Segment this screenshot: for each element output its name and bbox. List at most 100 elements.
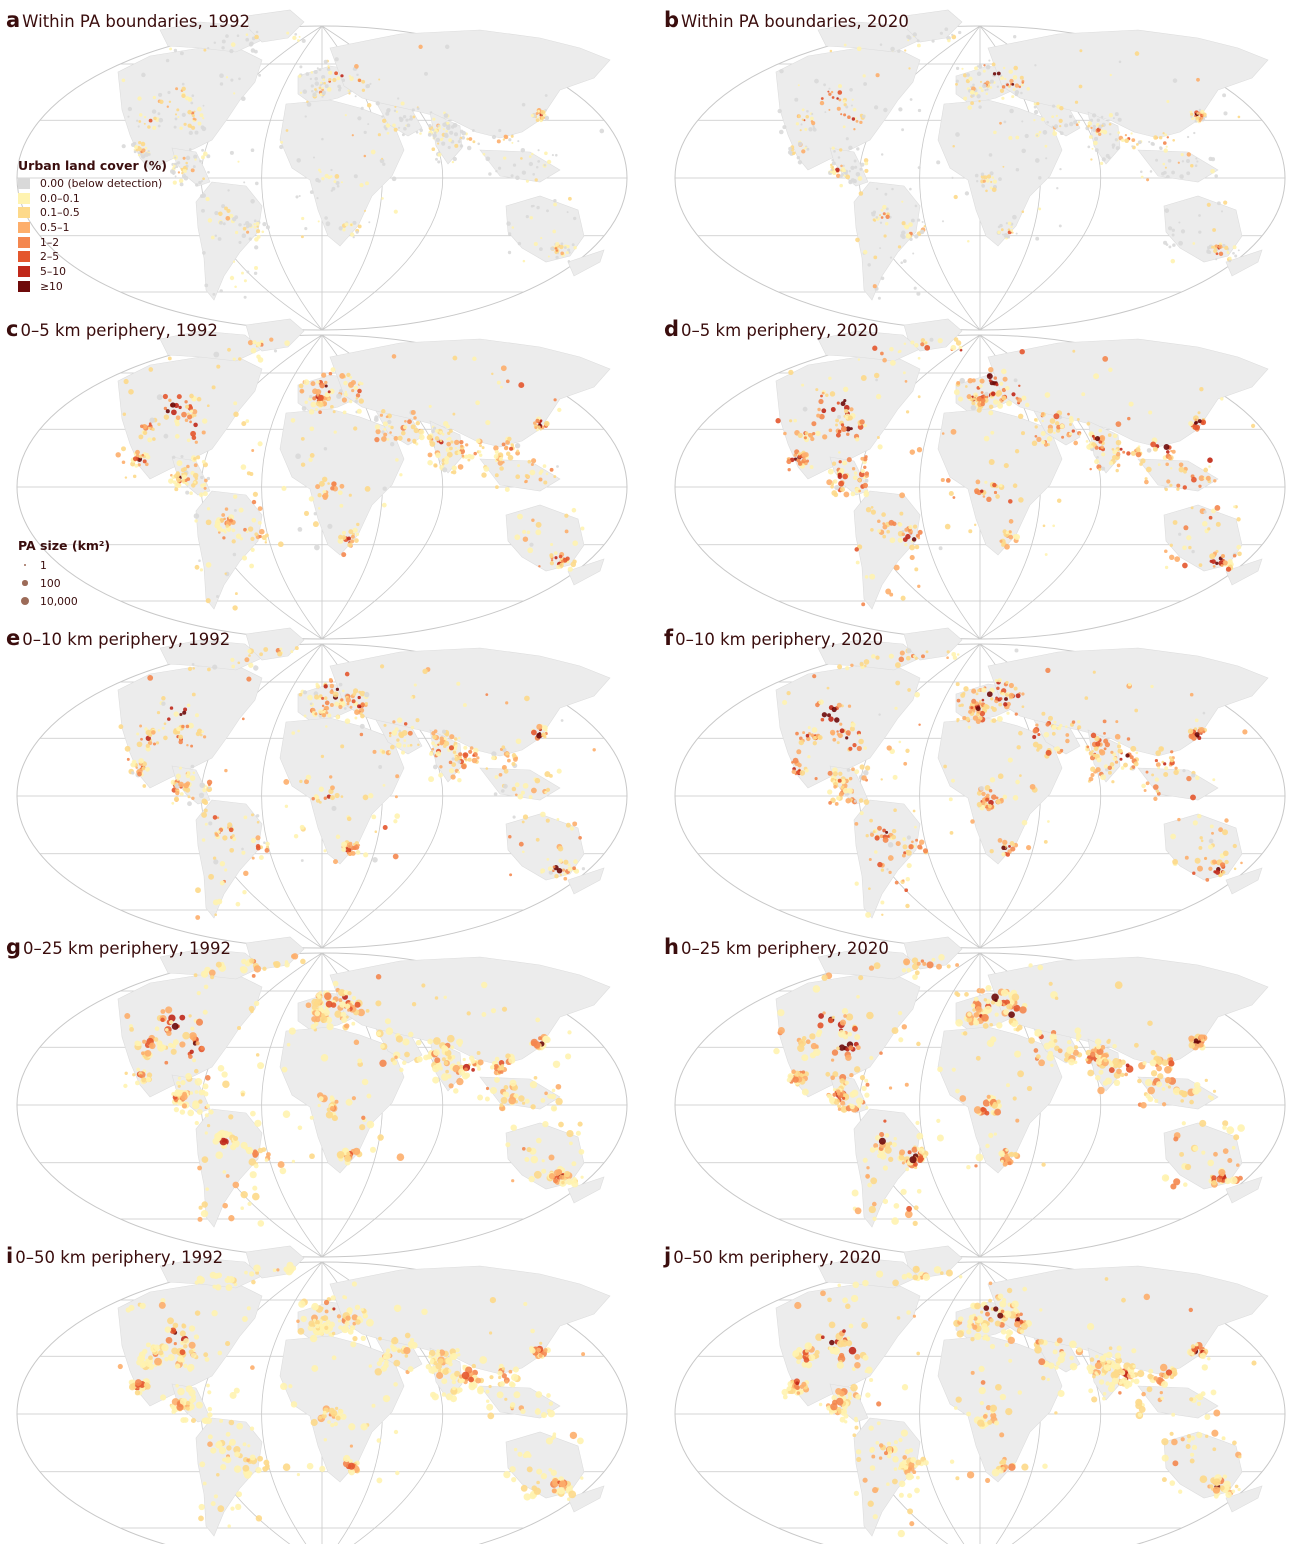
pa-point [1204, 1078, 1208, 1083]
pa-point [507, 232, 512, 236]
pa-point [451, 762, 457, 767]
pa-point [178, 483, 182, 487]
pa-point [553, 398, 557, 402]
pa-point [856, 745, 862, 752]
pa-point [788, 146, 792, 151]
pa-point [253, 219, 257, 223]
pa-point [243, 527, 247, 532]
pa-point [142, 459, 147, 464]
pa-point [853, 159, 857, 163]
pa-point [359, 732, 364, 737]
pa-point [535, 1017, 541, 1023]
pa-point [906, 850, 912, 856]
pa-point [1000, 76, 1004, 81]
pa-point [1036, 436, 1042, 442]
pa-point [197, 1165, 203, 1171]
pa-point [334, 701, 340, 707]
pa-point [185, 1072, 192, 1080]
pa-point [819, 413, 825, 420]
pa-point [972, 83, 975, 87]
pa-point [1223, 200, 1228, 205]
pa-point [801, 1070, 806, 1074]
pa-point [826, 479, 833, 486]
pa-point [387, 419, 392, 425]
pa-point [1115, 449, 1118, 452]
pa-point [232, 1181, 240, 1189]
pa-point [137, 146, 142, 152]
pa-point [416, 1056, 423, 1063]
pa-point [1161, 1087, 1166, 1091]
pa-point [1125, 1063, 1130, 1068]
pa-point [365, 84, 370, 89]
pa-point [912, 252, 915, 255]
pa-point [147, 437, 153, 443]
pa-point [854, 165, 858, 169]
pa-point [510, 1124, 517, 1131]
pa-point [1189, 112, 1194, 117]
pa-point [375, 974, 382, 980]
pa-point [1207, 250, 1212, 254]
pa-point [356, 522, 360, 527]
pa-point [909, 98, 913, 101]
pa-point [883, 234, 887, 238]
pa-point [160, 1017, 165, 1022]
pa-point [882, 836, 889, 843]
pa-point [212, 664, 218, 670]
protected-area-points [777, 27, 1241, 300]
pa-point [916, 43, 921, 48]
pa-point [290, 418, 296, 423]
map-panel-g: g 0–25 km periphery, 1992 [0, 927, 640, 1258]
pa-point [1007, 691, 1010, 695]
pa-point [829, 391, 836, 397]
pa-point [411, 108, 415, 112]
pa-point [330, 404, 334, 409]
pa-point [240, 966, 248, 974]
pa-point [1164, 487, 1168, 492]
pa-point [325, 221, 331, 227]
pa-point [330, 785, 335, 791]
pa-point [233, 508, 237, 512]
pa-point [917, 218, 921, 222]
protected-area-points [775, 337, 1256, 607]
pa-point [166, 105, 169, 108]
pa-point [848, 145, 853, 151]
pa-point [921, 220, 924, 224]
pa-point [850, 165, 855, 171]
pa-point [522, 782, 529, 789]
pa-point [297, 1125, 303, 1131]
pa-point [434, 131, 437, 134]
pa-point [177, 1076, 181, 1080]
pa-point [1038, 130, 1042, 134]
pa-point [186, 771, 191, 775]
pa-point [920, 338, 926, 343]
pa-point [864, 455, 868, 459]
pa-point [189, 409, 194, 413]
pa-point [354, 716, 358, 720]
pa-point [988, 367, 994, 373]
pa-point [1005, 385, 1010, 391]
pa-point [238, 240, 242, 244]
pa-point [869, 573, 876, 580]
pa-point [397, 97, 400, 100]
pa-point [141, 453, 145, 457]
world-map [16, 318, 628, 640]
pa-point [1196, 116, 1200, 120]
pa-point [993, 399, 999, 405]
pa-point [812, 674, 817, 679]
pa-point [838, 771, 843, 776]
pa-point [179, 182, 184, 187]
pa-point [986, 174, 992, 179]
pa-point [838, 98, 842, 102]
pa-point [383, 427, 387, 431]
pa-point [204, 1356, 210, 1362]
pa-point [233, 92, 236, 95]
pa-point [832, 479, 838, 484]
pa-point [996, 85, 1000, 88]
pa-point [172, 1039, 179, 1046]
pa-point [1158, 746, 1164, 752]
pa-point [1150, 441, 1157, 448]
pa-point [1142, 1061, 1147, 1066]
pa-point [897, 537, 903, 543]
pa-point [394, 795, 398, 799]
pa-point [901, 221, 906, 226]
